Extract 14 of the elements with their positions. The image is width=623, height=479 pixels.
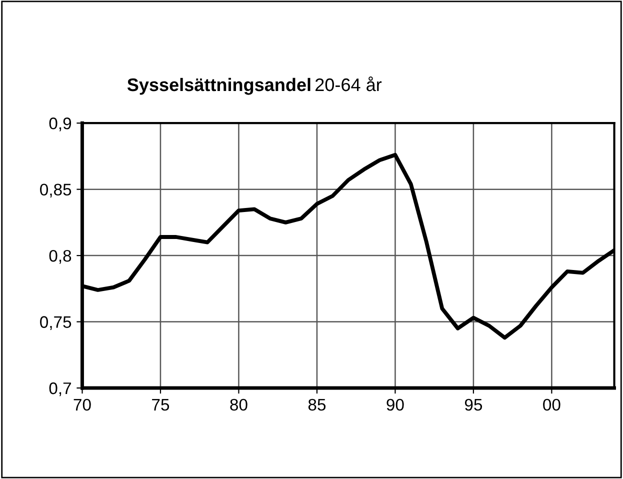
y-tick-label: 0,75: [40, 316, 72, 330]
y-tick-label: 0,85: [40, 184, 72, 198]
chart-title: Sysselsättningsandel: [127, 78, 310, 95]
y-tick-label: 0,9: [49, 118, 72, 132]
x-tick-label: 90: [386, 398, 404, 411]
x-tick-label: 75: [152, 399, 170, 411]
y-tick-label: 0,7: [49, 382, 71, 396]
x-tick-label: 70: [74, 398, 91, 411]
x-tick-label: 00: [543, 398, 560, 411]
chart-subtitle: 20-64 år: [316, 76, 382, 92]
y-tick-label: 0,8: [49, 250, 72, 264]
x-tick-label: 85: [308, 398, 326, 411]
x-tick-label: 80: [230, 398, 248, 411]
x-tick-label: 95: [464, 398, 482, 411]
